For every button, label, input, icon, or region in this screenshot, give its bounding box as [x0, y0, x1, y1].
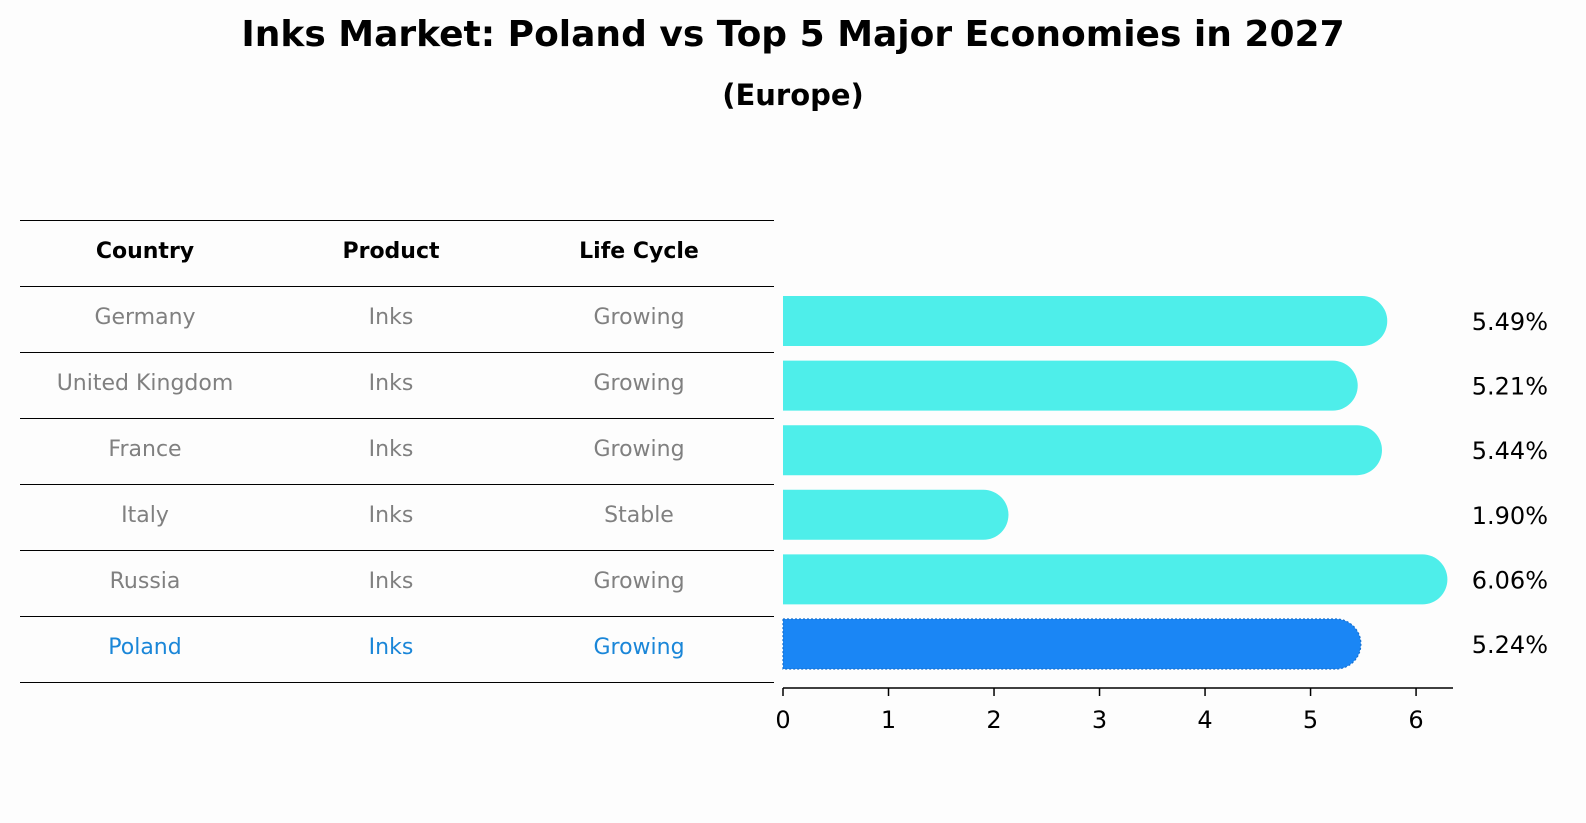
- x-tick-label: 2: [986, 706, 1001, 734]
- cell-life-cycle: Growing: [593, 305, 685, 330]
- cell-product: Inks: [368, 371, 414, 396]
- bar-highlight: [782, 618, 1362, 670]
- bar: [783, 554, 1448, 605]
- x-tick-label: 6: [1408, 706, 1423, 734]
- data-label: 5.44%: [1472, 437, 1548, 465]
- header-life-cycle: Life Cycle: [579, 239, 699, 264]
- bar: [783, 425, 1382, 476]
- table-rule: [20, 418, 774, 419]
- chart-title: Inks Market: Poland vs Top 5 Major Econo…: [241, 14, 1345, 55]
- data-label: 5.21%: [1472, 373, 1548, 401]
- x-tick-label: 3: [1092, 706, 1107, 734]
- table-rule: [20, 286, 774, 287]
- cell-life-cycle: Stable: [604, 503, 674, 528]
- table-rule: [20, 682, 774, 683]
- x-tick-label: 0: [775, 706, 790, 734]
- data-label: 6.06%: [1472, 566, 1548, 594]
- cell-product-highlight: Inks: [368, 635, 414, 660]
- bar: [783, 296, 1388, 346]
- x-tick-label: 1: [881, 706, 896, 734]
- table-rule: [20, 484, 774, 485]
- table-rule: [20, 220, 774, 221]
- cell-life-cycle: Growing: [593, 569, 685, 594]
- cell-life-cycle: Growing: [593, 371, 685, 396]
- x-tick-label: 4: [1197, 706, 1212, 734]
- header-country: Country: [95, 239, 195, 264]
- cell-product: Inks: [368, 305, 414, 330]
- table-rule: [20, 352, 774, 353]
- cell-country: United Kingdom: [56, 371, 234, 396]
- header-product: Product: [342, 239, 440, 264]
- cell-product: Inks: [368, 503, 414, 528]
- cell-country: France: [108, 437, 182, 462]
- cell-product: Inks: [368, 569, 414, 594]
- cell-country: Russia: [109, 569, 181, 594]
- table-rule: [20, 616, 774, 617]
- data-label: 1.90%: [1472, 502, 1548, 530]
- bar: [783, 489, 1009, 540]
- x-tick-label: 5: [1303, 706, 1318, 734]
- data-label: 5.24%: [1472, 631, 1548, 659]
- table-rule: [20, 550, 774, 551]
- data-label: 5.49%: [1472, 308, 1548, 336]
- chart-subtitle: (Europe): [722, 78, 864, 112]
- cell-country: Italy: [121, 503, 169, 528]
- bar: [783, 360, 1358, 411]
- cell-country: Germany: [94, 305, 196, 330]
- cell-country-highlight: Poland: [108, 635, 182, 660]
- cell-life-cycle: Growing: [593, 437, 685, 462]
- cell-life-cycle-highlight: Growing: [593, 635, 685, 660]
- cell-product: Inks: [368, 437, 414, 462]
